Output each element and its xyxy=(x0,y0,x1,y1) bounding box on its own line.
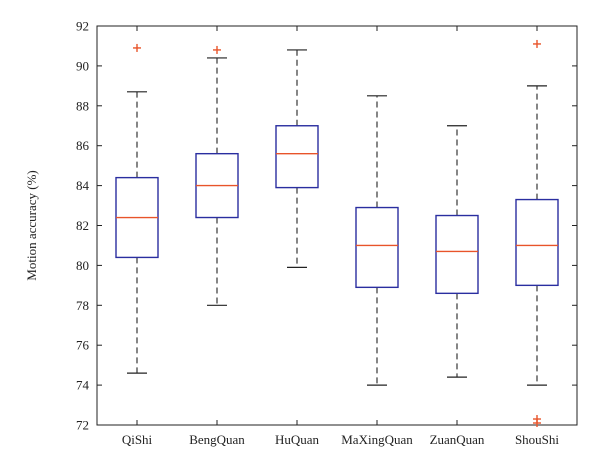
y-tick-label: 78 xyxy=(76,298,89,313)
box-group xyxy=(195,45,239,306)
y-tick-label: 84 xyxy=(76,178,90,193)
x-tick-label: QiShi xyxy=(122,432,153,447)
y-axis-ticks: 72 74 76 78 80 82 84 86 88 90 92 xyxy=(76,19,577,433)
iqr-box xyxy=(515,198,559,287)
x-tick-label: BengQuan xyxy=(189,432,245,447)
x-tick-label: ShouShi xyxy=(515,432,559,447)
iqr-box xyxy=(275,125,319,189)
y-tick-label: 80 xyxy=(76,258,89,273)
box-group xyxy=(115,43,159,374)
y-tick-label: 90 xyxy=(76,58,89,73)
y-tick-label: 86 xyxy=(76,138,90,153)
y-tick-label: 76 xyxy=(76,338,90,353)
box-group xyxy=(515,39,559,428)
x-tick-label: HuQuan xyxy=(275,432,320,447)
outlier-marker xyxy=(533,419,541,428)
x-axis-ticks: QiShi BengQuan HuQuan MaXingQuan ZuanQuan Sho… xyxy=(122,26,559,447)
x-tick-label: ZuanQuan xyxy=(430,432,485,447)
outlier-marker xyxy=(213,45,221,54)
plot-area xyxy=(96,25,578,426)
outlier-marker xyxy=(133,43,141,52)
box-group xyxy=(435,125,479,378)
outlier-marker xyxy=(533,39,541,48)
y-tick-label: 82 xyxy=(76,218,89,233)
y-axis-label: Motion accuracy (%) xyxy=(24,170,39,280)
y-tick-label: 74 xyxy=(76,378,90,393)
box-group xyxy=(355,95,399,386)
iqr-box xyxy=(355,206,399,289)
box-group xyxy=(275,49,319,268)
iqr-box xyxy=(435,214,479,295)
y-tick-label: 72 xyxy=(76,418,89,433)
x-tick-label: MaXingQuan xyxy=(341,432,413,447)
y-tick-label: 88 xyxy=(76,98,89,113)
box-series xyxy=(115,39,559,428)
y-tick-label: 92 xyxy=(76,19,89,34)
